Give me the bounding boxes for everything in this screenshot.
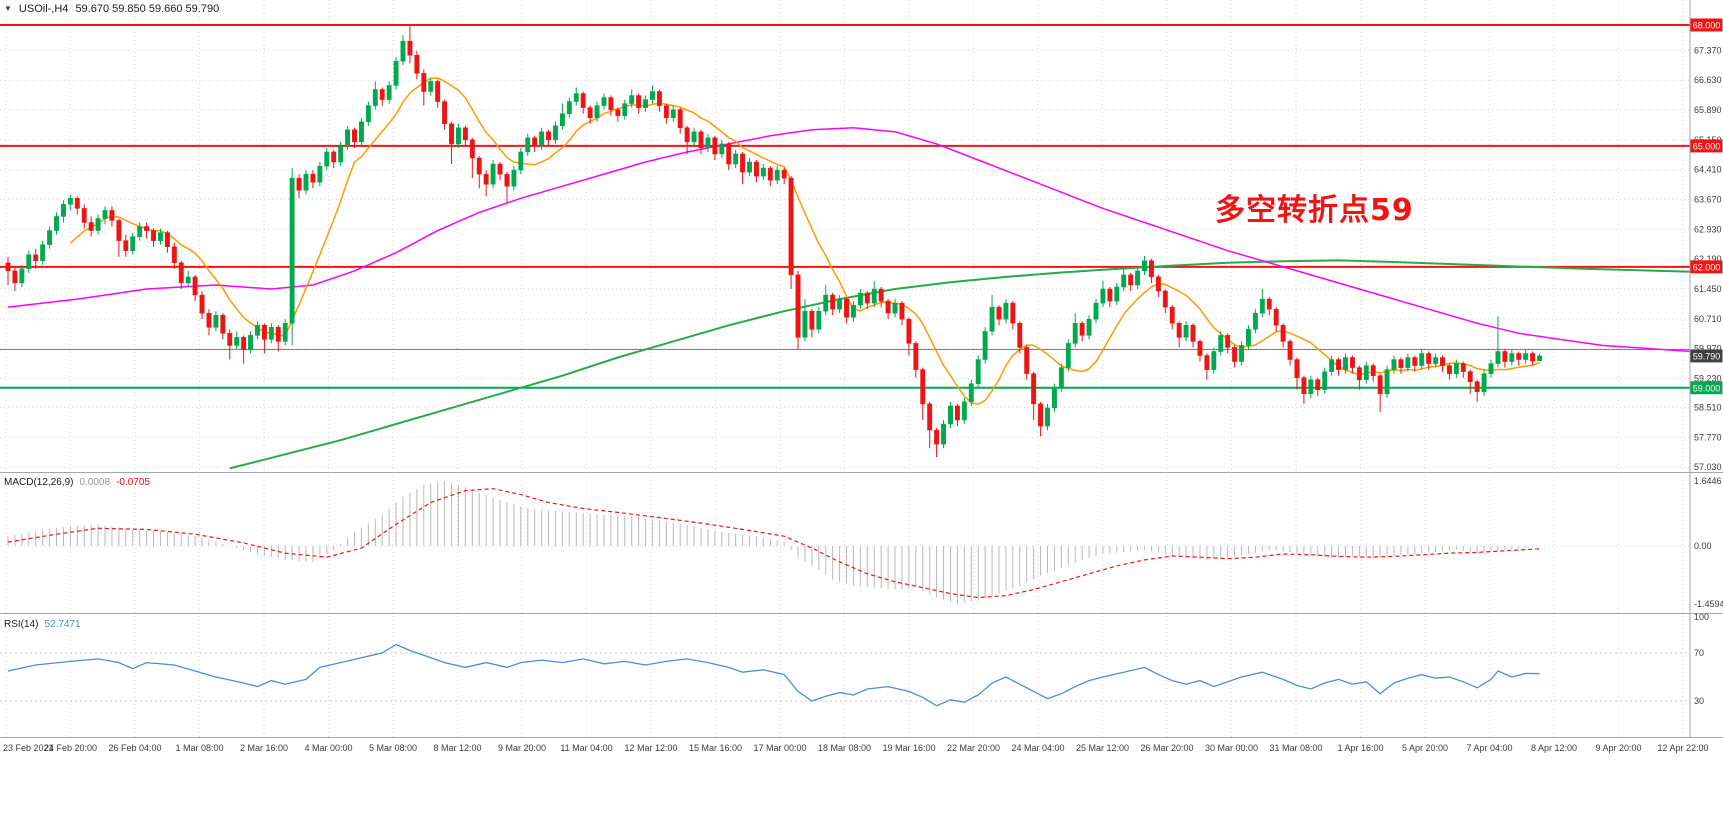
- rsi-name: RSI(14): [4, 619, 39, 630]
- svg-text:19 Mar 16:00: 19 Mar 16:00: [882, 743, 935, 753]
- svg-text:2 Mar 16:00: 2 Mar 16:00: [240, 743, 288, 753]
- svg-text:100: 100: [1694, 612, 1709, 622]
- svg-text:18 Mar 08:00: 18 Mar 08:00: [818, 743, 871, 753]
- svg-text:26 Feb 04:00: 26 Feb 04:00: [108, 743, 161, 753]
- horizontal-level-lines: [0, 23, 1690, 389]
- svg-text:63.670: 63.670: [1694, 195, 1722, 205]
- svg-text:58.510: 58.510: [1694, 403, 1722, 413]
- rsi-indicator-label: RSI(14) 52.7471: [4, 619, 81, 630]
- svg-text:59.230: 59.230: [1694, 373, 1722, 383]
- ohlc-values: 59.670 59.850 59.660 59.790: [75, 3, 220, 15]
- macd-signal-value: -0.0705: [116, 477, 150, 488]
- svg-text:66.630: 66.630: [1694, 75, 1722, 85]
- svg-text:62.000: 62.000: [1693, 262, 1721, 272]
- svg-text:65.000: 65.000: [1693, 141, 1721, 151]
- svg-text:12 Mar 12:00: 12 Mar 12:00: [624, 743, 677, 753]
- svg-text:12 Apr 22:00: 12 Apr 22:00: [1657, 743, 1708, 753]
- svg-text:59.790: 59.790: [1693, 351, 1721, 361]
- svg-text:60.710: 60.710: [1694, 314, 1722, 324]
- svg-text:9 Apr 20:00: 9 Apr 20:00: [1595, 743, 1641, 753]
- svg-text:59.970: 59.970: [1694, 344, 1722, 354]
- svg-text:26 Mar 20:00: 26 Mar 20:00: [1140, 743, 1193, 753]
- price-axis-badges: 68.000 65.000 62.000 59.790 59.000: [1690, 18, 1723, 395]
- svg-text:67.370: 67.370: [1694, 45, 1722, 55]
- svg-text:15 Mar 16:00: 15 Mar 16:00: [689, 743, 742, 753]
- svg-text:1 Apr 16:00: 1 Apr 16:00: [1337, 743, 1383, 753]
- svg-text:62.190: 62.190: [1694, 254, 1722, 264]
- svg-text:65.890: 65.890: [1694, 105, 1722, 115]
- svg-text:30 Mar 00:00: 30 Mar 00:00: [1205, 743, 1258, 753]
- svg-text:24 Feb 20:00: 24 Feb 20:00: [44, 743, 97, 753]
- svg-text:30: 30: [1694, 696, 1704, 706]
- macd-panel: [7, 481, 1540, 604]
- svg-text:57.030: 57.030: [1694, 462, 1722, 472]
- svg-text:22 Mar 20:00: 22 Mar 20:00: [947, 743, 1000, 753]
- svg-text:23 Feb 2021: 23 Feb 2021: [3, 743, 54, 753]
- svg-text:31 Mar 08:00: 31 Mar 08:00: [1269, 743, 1322, 753]
- price-axis-labels: 67.37066.63065.89065.15064.41063.67062.9…: [1694, 45, 1723, 706]
- svg-text:0.00: 0.00: [1694, 541, 1712, 551]
- svg-text:25 Mar 12:00: 25 Mar 12:00: [1076, 743, 1129, 753]
- svg-text:11 Mar 04:00: 11 Mar 04:00: [560, 743, 612, 753]
- candlestick-series: [5, 25, 1542, 458]
- svg-text:62.930: 62.930: [1694, 224, 1722, 234]
- svg-text:24 Mar 04:00: 24 Mar 04:00: [1011, 743, 1064, 753]
- svg-text:5 Apr 20:00: 5 Apr 20:00: [1402, 743, 1448, 753]
- svg-text:4 Mar 00:00: 4 Mar 00:00: [304, 743, 352, 753]
- chart-header: ▼ USOil-,H4 59.670 59.850 59.660 59.790: [4, 3, 219, 15]
- macd-main-value: 0.0008: [79, 477, 111, 488]
- svg-text:57.770: 57.770: [1694, 432, 1722, 442]
- macd-name: MACD(12,26,9): [4, 477, 74, 488]
- rsi-panel: [7, 643, 1540, 707]
- symbol-dropdown-icon[interactable]: ▼: [4, 3, 12, 13]
- svg-text:1.6446: 1.6446: [1694, 476, 1722, 486]
- svg-text:68.000: 68.000: [1693, 20, 1721, 30]
- svg-text:59.000: 59.000: [1693, 383, 1721, 393]
- svg-text:17 Mar 00:00: 17 Mar 00:00: [753, 743, 806, 753]
- chart-annotation-text: 多空转折点59: [1215, 193, 1414, 228]
- svg-text:9 Mar 20:00: 9 Mar 20:00: [498, 743, 546, 753]
- svg-text:5 Mar 08:00: 5 Mar 08:00: [369, 743, 417, 753]
- rsi-value: 52.7471: [44, 619, 81, 630]
- svg-text:8 Mar 12:00: 8 Mar 12:00: [433, 743, 481, 753]
- svg-text:70: 70: [1694, 648, 1704, 658]
- symbol-timeframe-label: USOil-,H4: [18, 3, 69, 15]
- grid-lines: [0, 0, 1690, 737]
- svg-text:8 Apr 12:00: 8 Apr 12:00: [1531, 743, 1577, 753]
- svg-text:64.410: 64.410: [1694, 165, 1722, 175]
- macd-indicator-label: MACD(12,26,9) 0.0008 -0.0705: [4, 477, 150, 488]
- svg-text:7 Apr 04:00: 7 Apr 04:00: [1466, 743, 1512, 753]
- svg-text:-1.4594: -1.4594: [1694, 599, 1723, 609]
- moving-averages: [7, 77, 1693, 470]
- svg-text:61.450: 61.450: [1694, 284, 1722, 294]
- panel-separators: [0, 0, 1723, 738]
- svg-text:1 Mar 08:00: 1 Mar 08:00: [175, 743, 223, 753]
